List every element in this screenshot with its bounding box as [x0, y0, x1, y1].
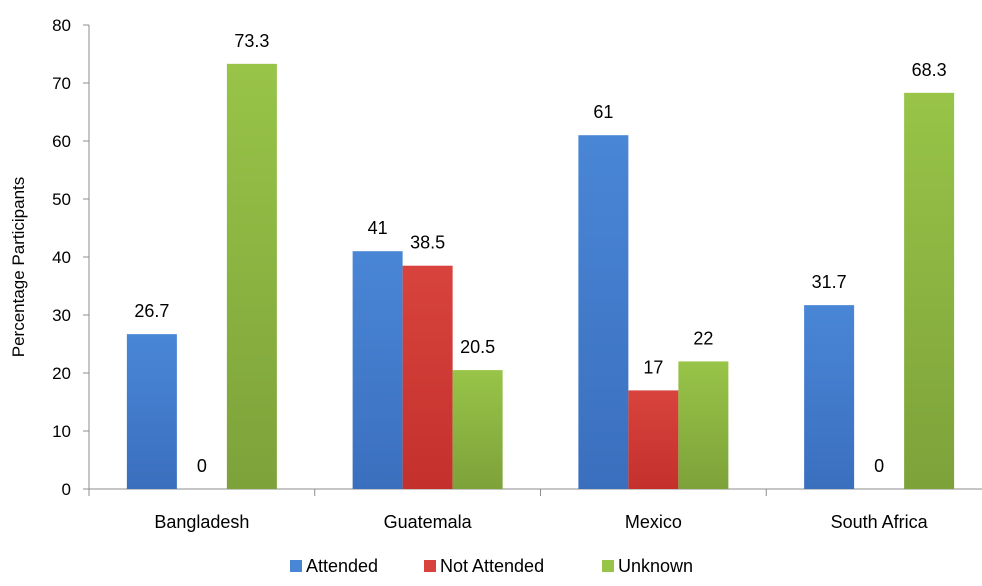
legend-label: Unknown — [618, 556, 693, 576]
x-tick-label: Guatemala — [384, 512, 473, 532]
bar-unknown — [904, 92, 955, 490]
data-labels: 26.7 0 73.3 41 38.5 20.5 61 17 22 31.7 0 68.3 — [134, 31, 946, 476]
legend-label: Attended — [306, 556, 378, 576]
y-axis-title: Percentage Participants — [9, 177, 28, 358]
data-label: 73.3 — [234, 31, 269, 51]
y-tick-label: 40 — [52, 248, 71, 267]
bar-attended — [804, 305, 855, 489]
x-axis: Bangladesh Guatemala Mexico South Africa — [88, 488, 982, 532]
x-tick-label: South Africa — [831, 512, 929, 532]
bar-not-attended — [402, 265, 453, 489]
x-tick-label: Mexico — [625, 512, 682, 532]
x-tick-label: Bangladesh — [154, 512, 249, 532]
y-tick-label: 30 — [52, 306, 71, 325]
bar-attended — [126, 334, 177, 489]
bar-unknown — [452, 370, 503, 489]
data-label: 41 — [368, 218, 388, 238]
bars — [126, 63, 955, 490]
data-label: 0 — [874, 456, 884, 476]
bar-unknown — [678, 361, 729, 489]
data-label: 61 — [593, 102, 613, 122]
y-axis: 0 10 20 30 40 50 60 70 80 — [52, 16, 90, 499]
bar-not-attended — [628, 390, 679, 489]
y-tick-label: 80 — [52, 16, 71, 35]
y-tick-label: 70 — [52, 74, 71, 93]
legend-swatch — [290, 560, 302, 572]
legend-swatch — [602, 560, 614, 572]
y-tick-label: 60 — [52, 132, 71, 151]
data-label: 0 — [197, 456, 207, 476]
data-label: 22 — [693, 328, 713, 348]
y-tick-label: 50 — [52, 190, 71, 209]
y-tick-label: 0 — [62, 480, 71, 499]
y-tick-label: 20 — [52, 364, 71, 383]
data-label: 31.7 — [812, 272, 847, 292]
bar-attended — [578, 135, 629, 489]
data-label: 68.3 — [912, 60, 947, 80]
data-label: 38.5 — [410, 233, 445, 253]
bar-unknown — [226, 63, 277, 490]
legend: Attended Not Attended Unknown — [290, 556, 693, 576]
legend-label: Not Attended — [440, 556, 544, 576]
y-tick-label: 10 — [52, 422, 71, 441]
data-label: 26.7 — [134, 301, 169, 321]
bar-attended — [352, 251, 403, 489]
data-label: 17 — [643, 357, 663, 377]
data-label: 20.5 — [460, 337, 495, 357]
legend-swatch — [424, 560, 436, 572]
